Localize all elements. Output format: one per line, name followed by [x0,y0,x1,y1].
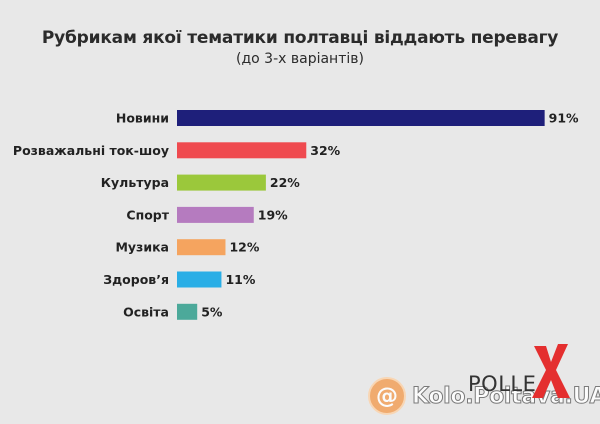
category-label: Культура [101,175,169,190]
bar [177,110,545,126]
bar [177,271,222,288]
bar [177,303,198,320]
chart-title: Рубрикам якої тематики полтавці віддають… [41,28,559,48]
category-label: Здоров’я [103,272,169,287]
bar [177,142,307,159]
value-label: 19% [258,207,288,222]
chart-subtitle: (до 3-х варіантів) [236,51,364,67]
value-label: 32% [310,143,340,158]
bar [177,206,254,223]
category-label: Музика [115,240,169,255]
bar [177,174,266,191]
value-label: 91% [549,111,579,126]
value-label: 22% [270,175,300,190]
category-label: Новини [116,111,169,126]
category-label: Спорт [126,207,169,222]
value-label: 11% [225,272,255,287]
category-label: Розважальні ток-шоу [13,143,169,158]
bars-group: Новини 91% Розважальні ток-шоу 32% Культура 2… [13,110,579,320]
value-label: 12% [229,240,259,255]
bar [177,239,226,256]
value-label: 5% [201,304,223,319]
category-label: Освіта [123,304,169,319]
